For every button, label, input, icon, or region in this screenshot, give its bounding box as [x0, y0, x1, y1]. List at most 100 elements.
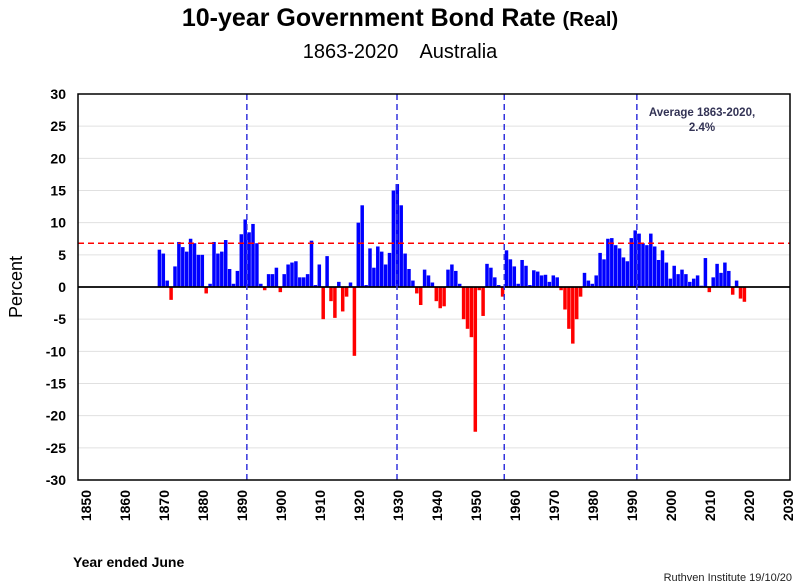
y-tick-label: -25 — [46, 440, 66, 456]
bar-2004 — [684, 274, 688, 287]
x-tick-label: 2020 — [741, 490, 757, 521]
bar-1920 — [356, 222, 361, 287]
bar-1956 — [496, 285, 501, 287]
bar-1889 — [235, 270, 240, 287]
plot-frame — [77, 93, 791, 481]
bar-1906 — [301, 277, 306, 287]
bar-1978 — [582, 272, 587, 287]
bar-1929 — [391, 190, 396, 287]
bar-1910 — [317, 264, 322, 287]
bar-1909 — [313, 285, 318, 287]
bar-1875 — [181, 247, 185, 287]
bar-1896 — [262, 287, 267, 291]
x-tick-label: 1990 — [624, 490, 640, 521]
bar-1970 — [551, 275, 556, 287]
bar-1989 — [625, 261, 630, 287]
bar-1879 — [196, 254, 201, 287]
bar-1917 — [344, 287, 349, 297]
bar-1996 — [652, 246, 657, 287]
bar-1897 — [266, 274, 271, 287]
average-annotation-value: 2.4% — [689, 122, 715, 134]
x-tick-label: 2010 — [702, 490, 718, 521]
y-tick-label: 25 — [50, 118, 66, 134]
y-tick-label: -15 — [46, 376, 66, 392]
x-tick-label: 1980 — [585, 490, 601, 521]
bar-1945 — [454, 270, 458, 287]
x-tick-label: 1970 — [546, 490, 562, 521]
bar-2013 — [719, 272, 723, 287]
y-tick-label: -20 — [46, 408, 66, 424]
bar-1887 — [227, 268, 232, 287]
x-tick-label: 1860 — [117, 490, 133, 521]
bar-2003 — [680, 269, 684, 287]
bar-1980 — [590, 283, 595, 287]
title-suffix: (Real) — [562, 9, 619, 31]
bar-1977 — [578, 287, 583, 297]
bar-1941 — [438, 287, 442, 309]
bar-1877 — [188, 238, 193, 287]
bar-1871 — [165, 280, 169, 287]
bar-1912 — [325, 256, 329, 287]
bar-1976 — [574, 287, 579, 320]
bar-1943 — [446, 269, 450, 287]
x-tick-label: 1940 — [429, 490, 445, 521]
x-tick-label: 1920 — [351, 490, 367, 521]
bar-2014 — [723, 262, 727, 287]
bar-1944 — [450, 264, 454, 287]
bar-1892 — [247, 232, 251, 287]
bar-2017 — [734, 280, 739, 287]
bar-1870 — [161, 253, 166, 287]
bar-2007 — [695, 275, 700, 287]
bar-1983 — [602, 259, 606, 287]
bar-1953 — [485, 263, 489, 287]
bar-1991 — [633, 230, 637, 287]
bar-2001 — [672, 265, 676, 287]
bar-1992 — [637, 233, 641, 287]
bar-1960 — [512, 266, 517, 287]
source-credit: Ruthven Institute 19/10/20 — [663, 572, 792, 584]
bar-1931 — [399, 205, 403, 287]
y-tick-label: -10 — [46, 343, 66, 359]
bar-1958 — [504, 250, 509, 287]
bar-1913 — [329, 287, 333, 302]
bar-1947 — [461, 287, 466, 320]
bar-1878 — [192, 243, 197, 287]
bar-1872 — [169, 287, 173, 300]
bar-1987 — [617, 248, 622, 287]
bar-1993 — [641, 243, 645, 287]
bar-1964 — [528, 285, 532, 287]
bar-2010 — [707, 287, 712, 293]
bar-1971 — [555, 277, 559, 287]
bar-1927 — [383, 264, 388, 287]
y-axis-label: Percent — [6, 256, 26, 318]
bar-1946 — [457, 283, 462, 287]
x-tick-label: 1870 — [156, 490, 172, 521]
bar-1959 — [508, 259, 513, 287]
bar-1894 — [255, 243, 259, 287]
bar-1962 — [520, 259, 524, 287]
bar-1926 — [379, 251, 384, 287]
bar-1884 — [216, 253, 220, 287]
bar-2009 — [703, 258, 708, 287]
bar-1937 — [422, 269, 427, 287]
bar-1998 — [660, 250, 665, 287]
bar-1966 — [535, 271, 540, 287]
y-tick-label: 10 — [50, 215, 66, 231]
bar-1898 — [270, 274, 275, 287]
y-tick-label: -30 — [46, 472, 66, 488]
y-tick-label: 20 — [50, 150, 66, 166]
bar-1895 — [259, 283, 263, 287]
x-tick-label: 1930 — [390, 490, 406, 521]
bar-1967 — [539, 275, 544, 287]
bar-2000 — [668, 278, 673, 287]
average-annotation: Average 1863-2020, — [649, 107, 755, 119]
x-tick-label: 1910 — [312, 490, 328, 521]
bar-1873 — [173, 266, 177, 287]
bar-1986 — [613, 245, 618, 287]
y-tick-label: 15 — [50, 183, 66, 199]
bar-1938 — [426, 275, 431, 287]
bar-1891 — [243, 219, 247, 287]
bar-1963 — [524, 265, 528, 287]
bar-1942 — [442, 287, 446, 307]
